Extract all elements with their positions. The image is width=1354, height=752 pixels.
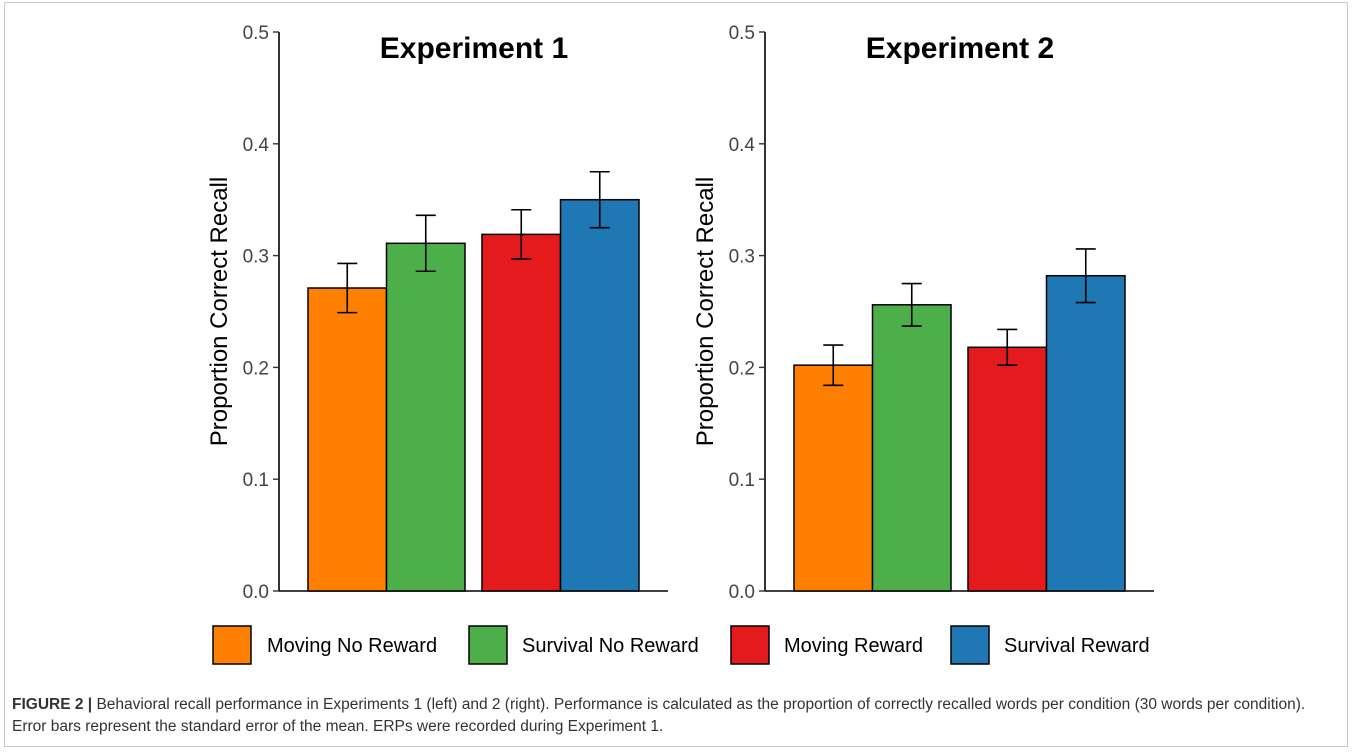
legend: Moving No Reward Survival No Reward Moving…: [212, 625, 1150, 665]
legend-label: Survival Reward: [1004, 635, 1150, 657]
y-tick-label: 0.0: [243, 582, 269, 603]
bar: [385, 242, 466, 592]
bar: [1045, 274, 1126, 592]
caption-label: FIGURE 2 |: [12, 696, 93, 713]
bar: [793, 364, 874, 592]
y-tick-label: 0.5: [729, 23, 755, 44]
legend-swatch: [950, 625, 990, 665]
bar: [871, 304, 952, 592]
y-tick-label: 0.2: [243, 358, 269, 379]
y-tick-label: 0.3: [729, 247, 755, 268]
bar: [967, 346, 1048, 592]
legend-label: Survival No Reward: [522, 635, 699, 657]
y-tick-label: 0.3: [243, 247, 269, 268]
y-axis-label: Proportion Correct Recall: [206, 177, 233, 446]
chart-title: Experiment 1: [380, 32, 568, 65]
y-tick-label: 0.2: [729, 358, 755, 379]
y-tick-label: 0.4: [243, 135, 270, 156]
figure-frame: [4, 2, 1348, 747]
chart-panel-1: Experiment 1 Proportion Correct Recall 0.0…: [206, 23, 668, 603]
caption-text: Behavioral recall performance in Experim…: [12, 696, 1306, 735]
chart-panel-2: Experiment 2 Proportion Correct Recall 0.0…: [692, 23, 1154, 603]
chart-title: Experiment 2: [866, 32, 1054, 65]
y-tick-label: 0.1: [729, 470, 755, 491]
bar: [307, 287, 388, 592]
legend-swatch: [468, 625, 508, 665]
legend-label: Moving No Reward: [267, 635, 437, 657]
legend-swatch: [730, 625, 770, 665]
bar: [481, 233, 562, 592]
y-tick-label: 0.0: [729, 582, 755, 603]
y-axis-label: Proportion Correct Recall: [692, 177, 719, 446]
y-tick-label: 0.5: [243, 23, 269, 44]
legend-swatch: [212, 625, 252, 665]
bar: [559, 198, 640, 592]
legend-label: Moving Reward: [784, 635, 923, 657]
figure-caption: FIGURE 2 | Behavioral recall performance…: [12, 694, 1337, 738]
y-tick-label: 0.4: [729, 135, 756, 156]
figure-chart-area: Experiment 1 Proportion Correct Recall 0.0…: [206, 23, 1154, 665]
y-tick-label: 0.1: [243, 470, 269, 491]
